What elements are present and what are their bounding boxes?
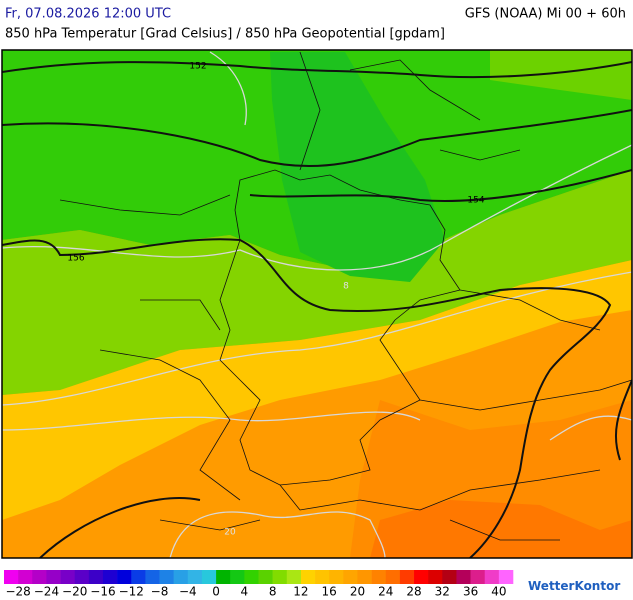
colorbar-swatch	[159, 570, 174, 584]
colorbar-swatch	[244, 570, 259, 584]
colorbar-swatch	[230, 570, 245, 584]
isotherm	[2, 271, 632, 406]
country-border	[219, 169, 461, 486]
colorbar-tick-label: 40	[491, 585, 506, 599]
colorbar-swatch	[300, 570, 316, 584]
colorbar-swatch	[18, 570, 33, 584]
contour-label: 154	[467, 196, 484, 206]
colorbar-swatch	[131, 570, 146, 584]
colorbar-swatch	[216, 570, 231, 584]
colorbar-swatch	[385, 570, 401, 584]
yellow-field	[2, 260, 632, 520]
colorbar-swatch	[470, 570, 486, 584]
model-label: GFS (NOAA) Mi 00 + 60h	[465, 7, 626, 22]
geopotential-contour	[2, 109, 632, 168]
colorbar-swatch	[428, 570, 443, 584]
geopotential-contour	[2, 238, 612, 558]
colorbar-swatch	[32, 570, 47, 584]
geopotential-contour	[249, 169, 632, 202]
colorbar-swatch	[88, 570, 104, 584]
colorbar-swatch	[498, 570, 514, 584]
colorbar-tick-label: 8	[269, 585, 277, 599]
colorbar-tick-label: 20	[350, 585, 365, 599]
colorbar-swatch	[442, 570, 457, 584]
colorbar-swatch	[329, 570, 344, 584]
colorbar-tick-label: 28	[406, 585, 421, 599]
colorbar-tick-label: 24	[378, 585, 393, 599]
deep-orange-field	[370, 500, 632, 558]
map-frame	[1, 49, 633, 559]
colorbar-tick-label: −16	[90, 585, 115, 599]
colorbar-tick-label: 36	[463, 585, 478, 599]
contour-label: 20	[224, 528, 236, 538]
isotherm	[209, 51, 247, 126]
colorbar-tick-label: 0	[212, 585, 220, 599]
colorbar-tick-label: −12	[119, 585, 144, 599]
colorbar-swatch	[286, 570, 302, 584]
subtitle: 850 hPa Temperatur [Grad Celsius] / 850 …	[5, 27, 445, 42]
colorbar-swatch	[102, 570, 118, 584]
contour-label: 152	[189, 62, 206, 72]
colorbar-tick-label: 16	[322, 585, 337, 599]
contour-label: 8	[343, 282, 349, 292]
colorbar-swatch	[201, 570, 217, 584]
colorbar-swatch	[414, 570, 429, 584]
colorbar-swatch	[357, 570, 372, 584]
map: 152 154 156 20 8	[2, 50, 632, 558]
colorbar-swatch	[173, 570, 189, 584]
geopotential-contour	[614, 379, 632, 461]
date-label: Fr, 07.08.2026 12:00 UTC	[5, 7, 171, 22]
colorbar-tick-label: −8	[151, 585, 169, 599]
colorbar-tick-label: −28	[5, 585, 30, 599]
colorbar-swatch	[187, 570, 203, 584]
contour-label: 156	[67, 254, 84, 264]
colorbar-swatch	[315, 570, 330, 584]
colorbar-tick-label: 32	[435, 585, 450, 599]
isotherm	[2, 411, 421, 431]
dark-green-field	[270, 52, 445, 282]
colorbar-swatch	[46, 570, 61, 584]
colorbar-tick-label: −4	[179, 585, 197, 599]
colorbar-swatch	[60, 570, 75, 584]
colorbar-swatch	[456, 570, 471, 584]
colorbar-swatch	[343, 570, 358, 584]
colorbar-swatch	[74, 570, 90, 584]
geopotential-contour	[2, 61, 632, 79]
colorbar-swatch	[399, 570, 415, 584]
colorbar-tick-label: 4	[241, 585, 249, 599]
colorbar-swatch	[272, 570, 288, 584]
geopotential-contour	[39, 497, 201, 558]
colorbar-tick-label: 12	[293, 585, 308, 599]
colorbar-swatch	[4, 570, 19, 584]
logo: WetterKontor	[528, 579, 620, 593]
colorbar-swatch	[258, 570, 273, 584]
colorbar-swatch	[117, 570, 132, 584]
light-green-field	[490, 50, 632, 100]
isotherm	[169, 511, 386, 558]
colorbar-tick-label: −24	[34, 585, 59, 599]
isotherm	[2, 144, 632, 271]
colorbar-swatch	[371, 570, 387, 584]
isotherm	[549, 415, 632, 441]
colorbar-swatch	[145, 570, 160, 584]
colorbar-swatch	[484, 570, 500, 584]
colorbar-tick-label: −20	[62, 585, 87, 599]
